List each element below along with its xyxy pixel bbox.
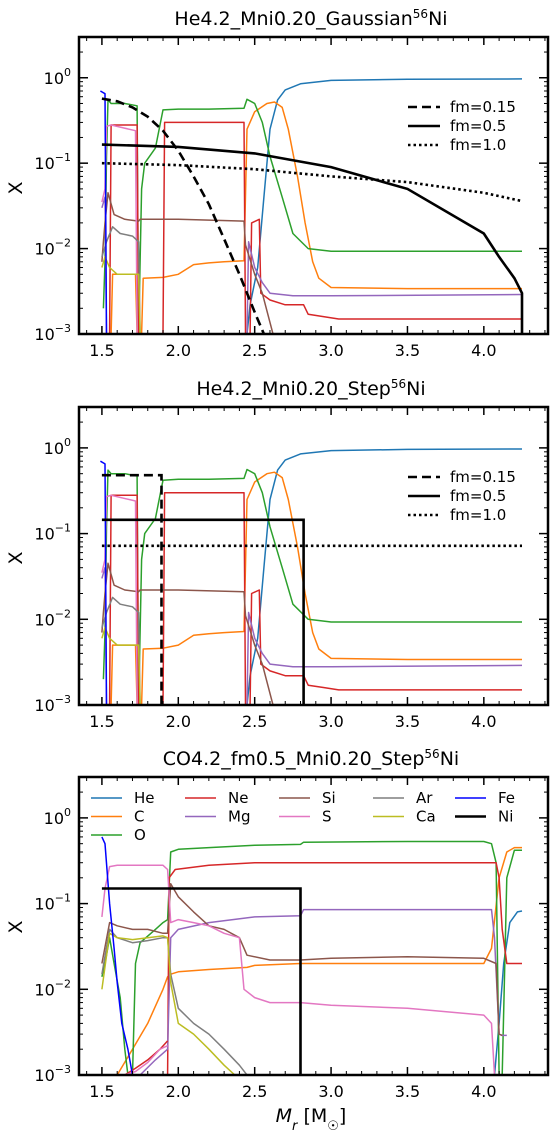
legend-label-s: S [322,808,332,826]
series-ar [101,226,141,334]
panel-1-title: He4.2_Mni0.20_Gaussian56Ni [174,7,447,30]
y-tick-label: 10−3 [34,322,71,344]
series-mg [101,566,523,705]
series-he [101,78,523,334]
series-ca [101,256,141,334]
y-tick-label: 10−2 [34,607,71,629]
series-he [101,448,523,705]
legend-label-he: He [134,789,155,807]
series-c [101,846,522,1075]
y-tick-label: 10−3 [34,1063,71,1085]
series-mg [139,908,507,1075]
panel-2: He4.2_Mni0.20_Step56Ni X 1.5 2.0 2.5 3.0 3.5… [5,377,550,731]
legend-label-ni: Ni [498,808,513,826]
panel-3-title: CO4.2_fm0.5_Mni0.20_Step56Ni [163,747,459,770]
legend-label: fm=0.15 [450,468,516,486]
y-tick-label: 10−1 [34,151,71,173]
x-tick-label: 4.0 [471,1082,496,1101]
plot-area-2 [100,448,523,705]
x-tick-label: 2.5 [242,1082,267,1101]
panel-3: CO4.2_fm0.5_Mni0.20_Step56Ni X Mr [M☉] 1… [5,747,550,1134]
x-tick-label: 3.0 [318,712,343,731]
y-tick-label: 100 [44,436,71,458]
series-o [102,468,522,705]
panel-3-xlabel: Mr [M☉] [276,1105,347,1134]
series-fe [100,90,108,334]
series-ca [101,626,141,705]
series-s [101,864,496,1075]
x-tick-label: 1.5 [89,341,114,360]
legend-label-c: C [134,808,144,826]
legend-label-fe: Fe [498,789,515,807]
x-tick-label: 2.0 [166,341,191,360]
series-ne [101,491,522,705]
panel-2-title: He4.2_Mni0.20_Step56Ni [196,377,425,400]
x-tick-label: 1.5 [89,1082,114,1101]
y-tick-label: 10−2 [34,977,71,999]
legend-label-ne: Ne [228,789,248,807]
axes-frame-3 [77,775,550,1077]
legend-label: fm=0.5 [450,487,506,505]
legend-label-si: Si [322,789,336,807]
series-ne [101,121,522,334]
y-tick-label: 10−2 [34,237,71,259]
legend-label-o: O [134,826,146,844]
x-tick-label: 3.0 [318,1082,343,1101]
series-fe [100,460,108,705]
series-o [102,98,522,334]
series-si [101,883,503,1037]
legend-label: fm=0.15 [450,98,516,116]
x-tick-label: 2.0 [166,1082,191,1101]
plot-area-1 [100,78,524,334]
series-o [131,840,522,1075]
series-mg [101,196,523,334]
series-fe [101,836,134,1075]
y-tick-label: 10−1 [34,892,71,914]
series-ni-fm05 [101,143,524,334]
y-tick-label: 100 [44,806,71,828]
x-tick-label: 2.5 [242,712,267,731]
series-ni-fm05 [101,518,305,705]
series-ne [166,861,522,1075]
x-tick-label: 4.0 [471,712,496,731]
legend-label: fm=1.0 [450,136,506,154]
x-tick-label: 3.0 [318,341,343,360]
x-tick-label: 4.0 [471,341,496,360]
series-ar [101,596,141,705]
series-c [101,101,522,334]
y-tick-label: 100 [44,66,71,88]
axes-frame-1 [77,35,550,336]
x-tick-label: 3.5 [395,341,420,360]
series-ca [101,932,236,1075]
legend-label: fm=1.0 [450,506,506,524]
panel-3-ylabel: X [5,920,27,933]
plot-area-3 [101,836,523,1075]
y-tick-label: 10−3 [34,693,71,715]
series-c [101,471,522,705]
series-ni-fm015 [101,97,266,334]
series-ni-ni [101,887,302,1075]
panel-1: He4.2_Mni0.20_Gaussian56Ni X 1.5 2.0 2.5 3.… [5,7,550,360]
x-tick-label: 2.0 [166,712,191,731]
x-tick-label: 2.5 [242,341,267,360]
y-tick-label: 10−1 [34,522,71,544]
series-ni-fm015 [101,473,163,705]
series-s [101,494,138,705]
axes-frame-2 [77,405,550,707]
x-tick-label: 3.5 [395,1082,420,1101]
legend-label: fm=0.5 [450,117,506,135]
panel-2-ylabel: X [5,551,27,564]
x-tick-label: 3.5 [395,712,420,731]
x-tick-label: 1.5 [89,712,114,731]
legend-label-ca: Ca [416,808,436,826]
legend-label-mg: Mg [228,808,250,826]
panel-1-ylabel: X [5,181,27,194]
legend-label-ar: Ar [416,789,433,807]
